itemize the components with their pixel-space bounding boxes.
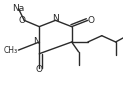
Text: O: O [19,16,26,25]
Text: N: N [52,14,59,23]
Text: O: O [87,16,94,25]
Text: O: O [36,65,43,74]
Text: CH₃: CH₃ [3,46,17,55]
Text: Na: Na [12,4,25,13]
Text: N: N [33,37,40,46]
